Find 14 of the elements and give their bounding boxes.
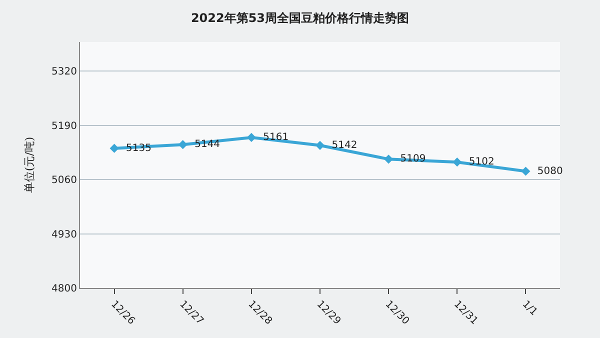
y-tick-label: 5190 bbox=[52, 120, 77, 132]
point bbox=[315, 140, 325, 150]
y-tick-label: 5060 bbox=[52, 175, 77, 186]
x-tick-label: 1/1 bbox=[520, 298, 540, 318]
point bbox=[110, 144, 119, 153]
y-tick-label: 5320 bbox=[52, 66, 77, 78]
data-label: 5080 bbox=[531, 166, 563, 177]
chart-title: 2022年第53周全国豆粕价格行情走势图 bbox=[190, 10, 410, 25]
y-tick-label: 4800 bbox=[52, 284, 77, 294]
y-axis-title: 单位(元/吨) bbox=[23, 136, 36, 194]
y-tick-label: 4930 bbox=[52, 229, 77, 240]
point bbox=[521, 166, 530, 176]
data-label: 5142 bbox=[325, 140, 358, 151]
point bbox=[246, 132, 256, 142]
